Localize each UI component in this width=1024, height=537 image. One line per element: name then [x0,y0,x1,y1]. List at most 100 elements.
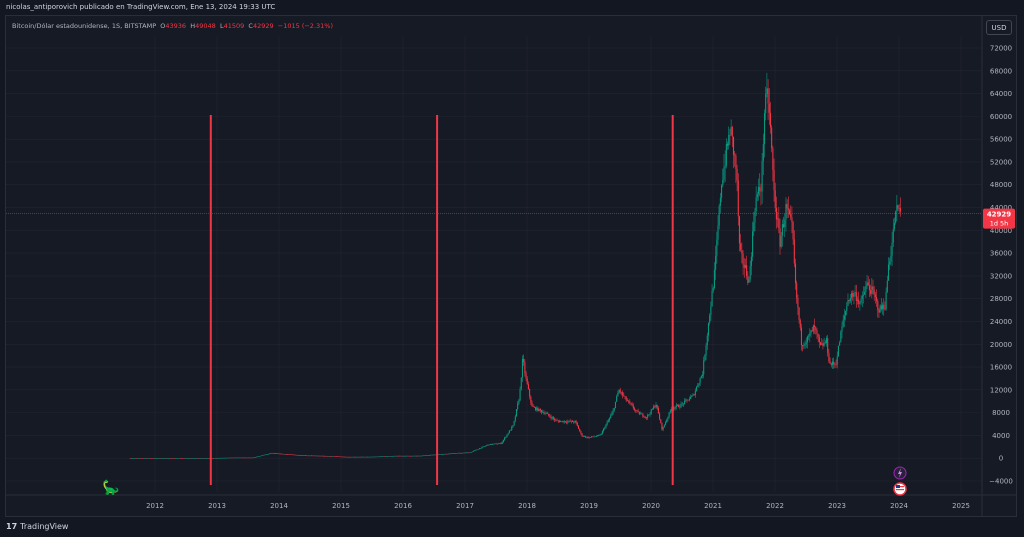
candle-body [312,455,314,457]
candle-body [798,307,800,321]
candle-body [222,457,224,459]
candle-body [762,144,764,161]
candle-body [742,253,744,265]
candle-body [524,362,526,374]
candle-body [360,456,363,458]
candle-body [337,456,339,457]
candle-body [765,93,767,114]
candle-body [721,185,723,198]
candle-body [884,309,886,310]
candle-body [498,443,500,445]
publisher-line: nicolas_antiporovich publicado en Tradin… [6,3,276,11]
change-value: −1015 (−2.31%) [277,22,333,30]
candle-body [799,320,801,328]
candle-body [645,416,648,418]
candle-body [174,458,177,459]
candle-body [613,407,615,411]
candle-body [637,410,639,412]
candle-body [852,293,854,297]
candle-body [805,342,807,344]
candle-body [161,458,163,459]
high-value: 49048 [195,22,216,30]
candle-body [518,400,520,404]
candle-body [599,435,601,436]
candle-body [363,456,365,458]
candle-body [439,454,441,455]
candle-body [580,431,582,434]
candle-body [141,458,143,459]
candle-body [788,210,791,215]
candle-body [628,400,630,402]
flag-canton [896,485,900,488]
lightning-glyph [898,468,902,478]
y-tick-label: 8000 [992,409,1010,417]
candle-body [874,294,876,298]
candle-body [500,443,502,444]
candle-body [607,420,609,423]
candle-body [494,443,496,445]
candle-body [447,453,450,455]
candle-body [791,217,793,223]
candle-body [303,455,305,456]
candle-body [489,443,491,445]
candle-body [164,458,166,459]
candle-body [711,290,713,307]
candle-body [165,458,167,459]
candle-body [830,363,832,366]
candle-body [729,134,731,136]
candle-body [294,454,296,456]
x-tick-label: 2021 [704,502,722,510]
candle-body [816,330,818,334]
candle-body [191,458,193,459]
low-value: 41509 [223,22,245,30]
candle-body [345,456,347,458]
candle-body [595,436,597,437]
candle-body [136,458,138,459]
candle-body [861,295,863,300]
candle-body [866,282,868,287]
candle-body [695,386,698,391]
candle-body [712,288,714,291]
candle-body [434,454,436,456]
candle-body [298,455,301,456]
candle-body [736,169,738,181]
candle-body [258,456,260,457]
candle-body [769,112,772,128]
candle-body [422,455,425,457]
candle-body [406,455,408,457]
candle-body [376,456,378,458]
candle-body [359,456,361,458]
tradingview-logo[interactable]: 17 TradingView [6,522,68,531]
candle-body [230,457,233,459]
candle-body [785,204,787,220]
x-tick-label: 2023 [828,502,846,510]
candle-body [593,436,595,438]
candle-body [864,291,866,295]
candle-body [415,455,417,457]
candle-body [419,455,421,457]
currency-button[interactable]: USD [986,20,1012,35]
candle-body [504,437,506,440]
candle-body [786,204,788,209]
candle-body [468,452,470,454]
candle-body [836,356,838,365]
dino-icon: 🦕 [102,480,120,496]
candle-body [182,458,184,459]
candle-body [550,416,552,419]
candle-body [588,437,590,439]
candle-body [343,456,345,458]
candle-body [173,458,175,459]
candle-body [870,290,872,294]
candle-body [470,452,472,453]
candle-body [308,455,310,457]
y-tick-label: 44000 [990,204,1012,212]
chart-panel[interactable] [5,15,1017,517]
candle-body [492,444,494,445]
candle-body [750,256,752,266]
candle-body [538,408,540,412]
candle-body [239,457,241,459]
candle-body [137,458,140,459]
candle-body [339,456,341,458]
x-tick-label: 2013 [208,502,226,510]
